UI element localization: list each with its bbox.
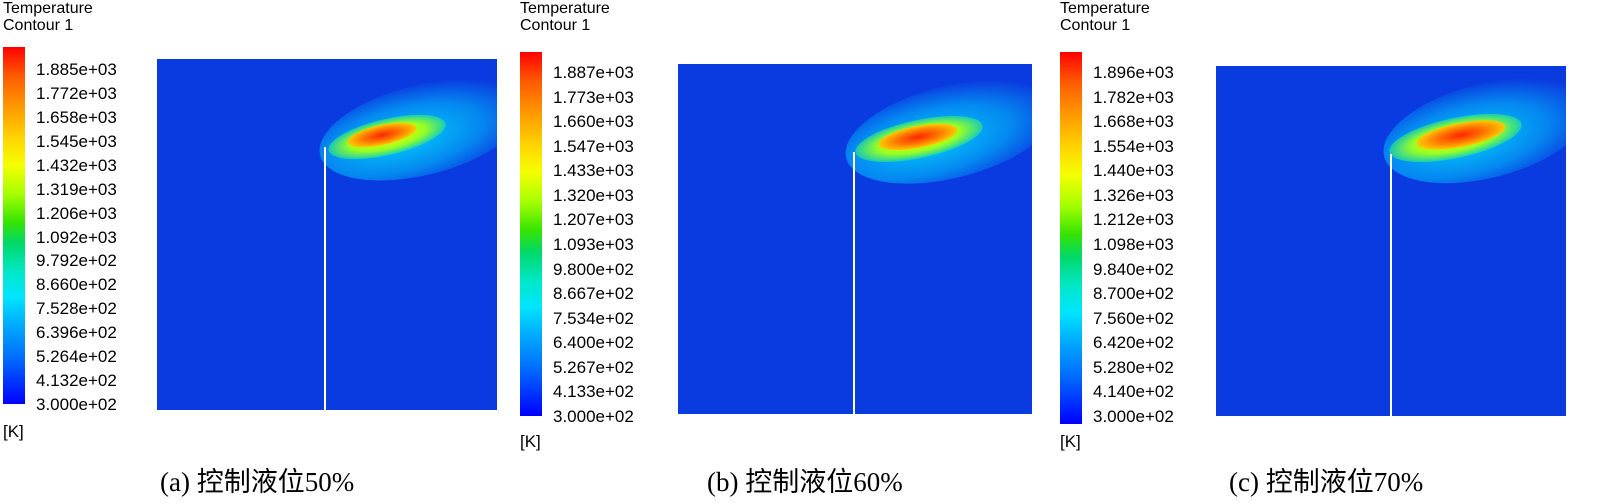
tick-label: 1.212e+03 — [1093, 210, 1174, 230]
tick-label: 7.560e+02 — [1093, 308, 1174, 328]
tick-label: 5.264e+02 — [36, 347, 117, 367]
tick-label: 1.093e+03 — [553, 235, 634, 254]
tick-label: 3.000e+02 — [553, 407, 634, 426]
tick-label: 6.420e+02 — [1093, 333, 1174, 353]
tick-label: 4.132e+02 — [36, 371, 117, 391]
tick-label: 1.660e+03 — [553, 112, 634, 132]
tick-label: 1.668e+03 — [1093, 112, 1174, 132]
tick-label: 1.772e+03 — [36, 83, 117, 103]
contour-panel-a: Temperature Contour 1 1.885e+03 1.772e+0… — [0, 0, 530, 504]
tick-label: 8.700e+02 — [1093, 284, 1174, 304]
legend-title: Temperature Contour 1 — [1060, 0, 1150, 34]
legend-title-contour: Contour 1 — [3, 17, 74, 34]
tick-label: 1.658e+03 — [36, 107, 117, 127]
tick-label: 1.440e+03 — [1093, 161, 1174, 181]
tick-label: 1.885e+03 — [36, 60, 117, 79]
contour-panel-b: Temperature Contour 1 1.887e+03 1.773e+0… — [517, 0, 1047, 504]
tick-label: 1.554e+03 — [1093, 136, 1174, 156]
tick-label: 1.433e+03 — [553, 161, 634, 181]
legend-title: Temperature Contour 1 — [520, 0, 610, 34]
tick-label: 1.782e+03 — [1093, 87, 1174, 107]
unit-label: [K] — [3, 422, 24, 441]
tick-label: 1.773e+03 — [553, 87, 634, 107]
temperature-contour-field — [1216, 66, 1566, 416]
panel-caption: (a) 控制液位50% — [160, 467, 355, 497]
tick-label: 3.000e+02 — [36, 395, 117, 414]
tick-label: 5.267e+02 — [553, 357, 634, 377]
legend-title: Temperature Contour 1 — [3, 0, 93, 34]
tick-label: 1.547e+03 — [553, 136, 634, 156]
tick-label: 8.660e+02 — [36, 275, 117, 295]
tick-label: 1.206e+03 — [36, 203, 117, 223]
legend-title-variable: Temperature — [3, 0, 93, 17]
temperature-colorbar — [1060, 52, 1082, 424]
tick-label: 1.432e+03 — [36, 155, 117, 175]
tick-label: 7.528e+02 — [36, 299, 117, 319]
tick-label: 4.140e+02 — [1093, 382, 1174, 402]
tick-label: 1.326e+03 — [1093, 185, 1174, 205]
tick-label: 1.887e+03 — [553, 63, 634, 82]
legend-title-variable: Temperature — [520, 0, 610, 17]
baffle-wall — [1390, 154, 1392, 416]
tick-label: 6.400e+02 — [553, 333, 634, 353]
tick-label: 1.896e+03 — [1093, 63, 1174, 82]
unit-label: [K] — [520, 432, 541, 451]
temperature-colorbar — [3, 47, 25, 404]
temperature-colorbar — [520, 52, 542, 416]
tick-label: 6.396e+02 — [36, 323, 117, 343]
legend-title-variable: Temperature — [1060, 0, 1150, 17]
temperature-contour-field — [678, 64, 1032, 414]
baffle-wall — [324, 147, 326, 410]
tick-label: 1.319e+03 — [36, 179, 117, 199]
tick-label: 8.667e+02 — [553, 284, 634, 304]
temperature-contour-field — [157, 59, 497, 410]
tick-label: 9.792e+02 — [36, 251, 117, 271]
contour-panel-c: Temperature Contour 1 1.896e+03 1.782e+0… — [1057, 0, 1587, 504]
tick-label: 1.207e+03 — [553, 210, 634, 230]
panel-caption: (c) 控制液位70% — [1229, 467, 1424, 497]
tick-label: 5.280e+02 — [1093, 357, 1174, 377]
tick-label: 1.320e+03 — [553, 185, 634, 205]
panel-caption: (b) 控制液位60% — [707, 467, 903, 497]
tick-label: 3.000e+02 — [1093, 407, 1174, 426]
baffle-wall — [853, 152, 855, 414]
legend-title-contour: Contour 1 — [1060, 17, 1131, 34]
legend-title-contour: Contour 1 — [520, 17, 591, 34]
unit-label: [K] — [1060, 432, 1081, 451]
tick-label: 9.800e+02 — [553, 259, 634, 279]
tick-label: 4.133e+02 — [553, 382, 634, 402]
tick-label: 7.534e+02 — [553, 308, 634, 328]
tick-label: 1.092e+03 — [36, 227, 117, 247]
tick-label: 9.840e+02 — [1093, 259, 1174, 279]
tick-label: 1.098e+03 — [1093, 235, 1174, 254]
tick-label: 1.545e+03 — [36, 131, 117, 151]
